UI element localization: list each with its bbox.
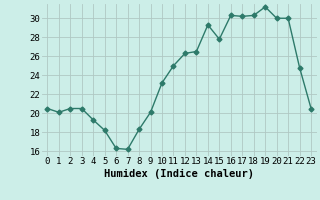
- X-axis label: Humidex (Indice chaleur): Humidex (Indice chaleur): [104, 169, 254, 179]
